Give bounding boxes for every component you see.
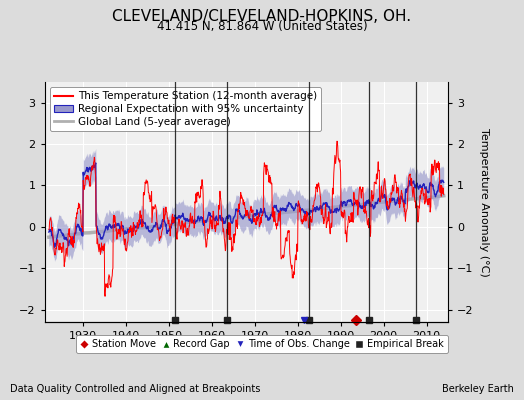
Text: 41.415 N, 81.864 W (United States): 41.415 N, 81.864 W (United States) [157, 20, 367, 33]
Legend: Station Move, Record Gap, Time of Obs. Change, Empirical Break: Station Move, Record Gap, Time of Obs. C… [77, 335, 447, 353]
Text: CLEVELAND/CLEVELAND-HOPKINS, OH.: CLEVELAND/CLEVELAND-HOPKINS, OH. [113, 9, 411, 24]
Legend: This Temperature Station (12-month average), Regional Expectation with 95% uncer: This Temperature Station (12-month avera… [50, 87, 321, 131]
Text: Data Quality Controlled and Aligned at Breakpoints: Data Quality Controlled and Aligned at B… [10, 384, 261, 394]
Text: Berkeley Earth: Berkeley Earth [442, 384, 514, 394]
Y-axis label: Temperature Anomaly (°C): Temperature Anomaly (°C) [479, 128, 489, 276]
